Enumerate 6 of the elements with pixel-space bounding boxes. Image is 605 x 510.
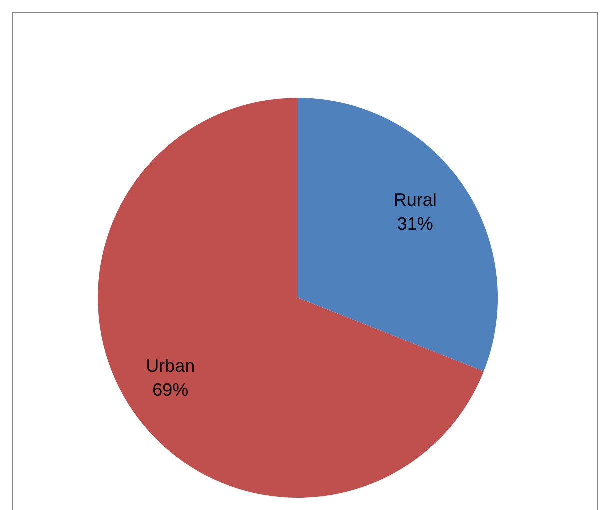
pie-slice [98,98,484,498]
data-label: 31% [397,214,434,234]
pie-slice [298,98,498,372]
slice-label: Urban [146,356,196,376]
slice-label: Rural [394,190,437,210]
data-label: 69% [152,380,189,400]
